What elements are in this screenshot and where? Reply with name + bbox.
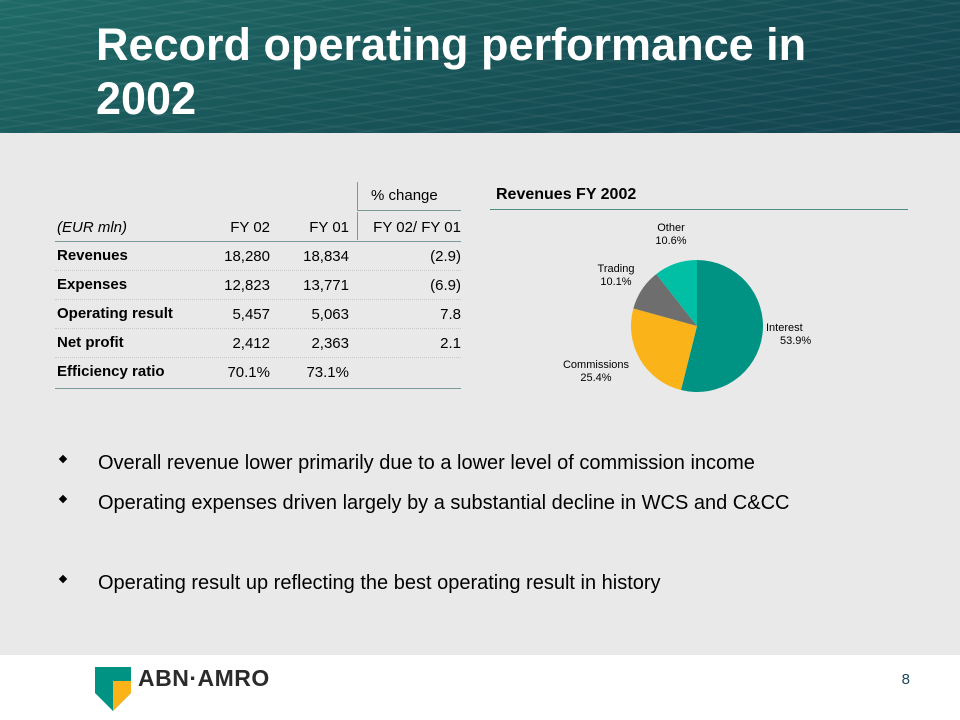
table-cell: 2,363 [311,335,349,352]
table-cell: 5,063 [311,306,349,323]
table-cell: 18,280 [224,248,270,265]
table-cell: 7.8 [440,306,461,323]
pie-label-value: 53.9% [780,335,811,347]
table-row-label: Efficiency ratio [57,363,165,380]
pie-slice-interest [680,260,763,392]
footer [0,655,960,720]
table-divider [357,210,461,211]
table-cell: 12,823 [224,277,270,294]
table-cell: 18,834 [303,248,349,265]
pie-label-name: Other [657,222,685,234]
pie-slice-commissions [630,308,697,391]
table-group-header: % change [371,187,438,204]
chart-title-rule [490,209,908,210]
table-cell: 73.1% [306,364,349,381]
slide-title: Record operating performance in 2002 [96,19,807,124]
pie-label-value: 10.1% [600,276,631,288]
pie-label-name: Interest [766,322,803,334]
table-bottom-rule [55,388,461,389]
pie-label-value: 25.4% [580,372,611,384]
pie-label-value: 10.6% [655,235,686,247]
row-separator [55,328,461,329]
table-column-header: FY 01 [309,219,349,236]
pie-slice-trading [633,274,697,326]
title-banner: Record operating performance in 2002 [0,0,960,133]
table-row-label: Net profit [57,334,124,351]
table-cell: 13,771 [303,277,349,294]
table-column-header: FY 02 [230,219,270,236]
content-area [0,133,960,655]
pie-slice-other [656,260,697,326]
pie-label-name: Trading [598,263,635,275]
table-row-label: Operating result [57,305,173,322]
abn-amro-shield-icon [95,667,131,711]
table-cell: 2,412 [232,335,270,352]
chart-title: Revenues FY 2002 [496,186,637,203]
table-divider [357,212,358,240]
table-units-label: (EUR mln) [57,219,127,236]
table-cell: 70.1% [227,364,270,381]
table-column-header: FY 02/ FY 01 [373,219,461,236]
page-number: 8 [901,671,910,688]
table-cell: (2.9) [430,248,461,265]
pie-label-name: Commissions [563,359,630,371]
banner-wave-pattern [0,0,960,133]
row-separator [55,299,461,300]
table-row-label: Revenues [57,247,128,264]
company-logo-text: ABN·AMRO [138,665,270,691]
table-divider [55,241,461,242]
table-cell: 2.1 [440,335,461,352]
bullet-text: Operating expenses driven largely by a s… [98,492,790,514]
table-cell: 5,457 [232,306,270,323]
table-divider [357,182,358,210]
row-separator [55,357,461,358]
bullet-text: Operating result up reflecting the best … [98,572,661,594]
table-row-label: Expenses [57,276,128,293]
row-separator [55,270,461,271]
table-cell: (6.9) [430,277,461,294]
bullet-text: Overall revenue lower primarily due to a… [98,452,755,474]
